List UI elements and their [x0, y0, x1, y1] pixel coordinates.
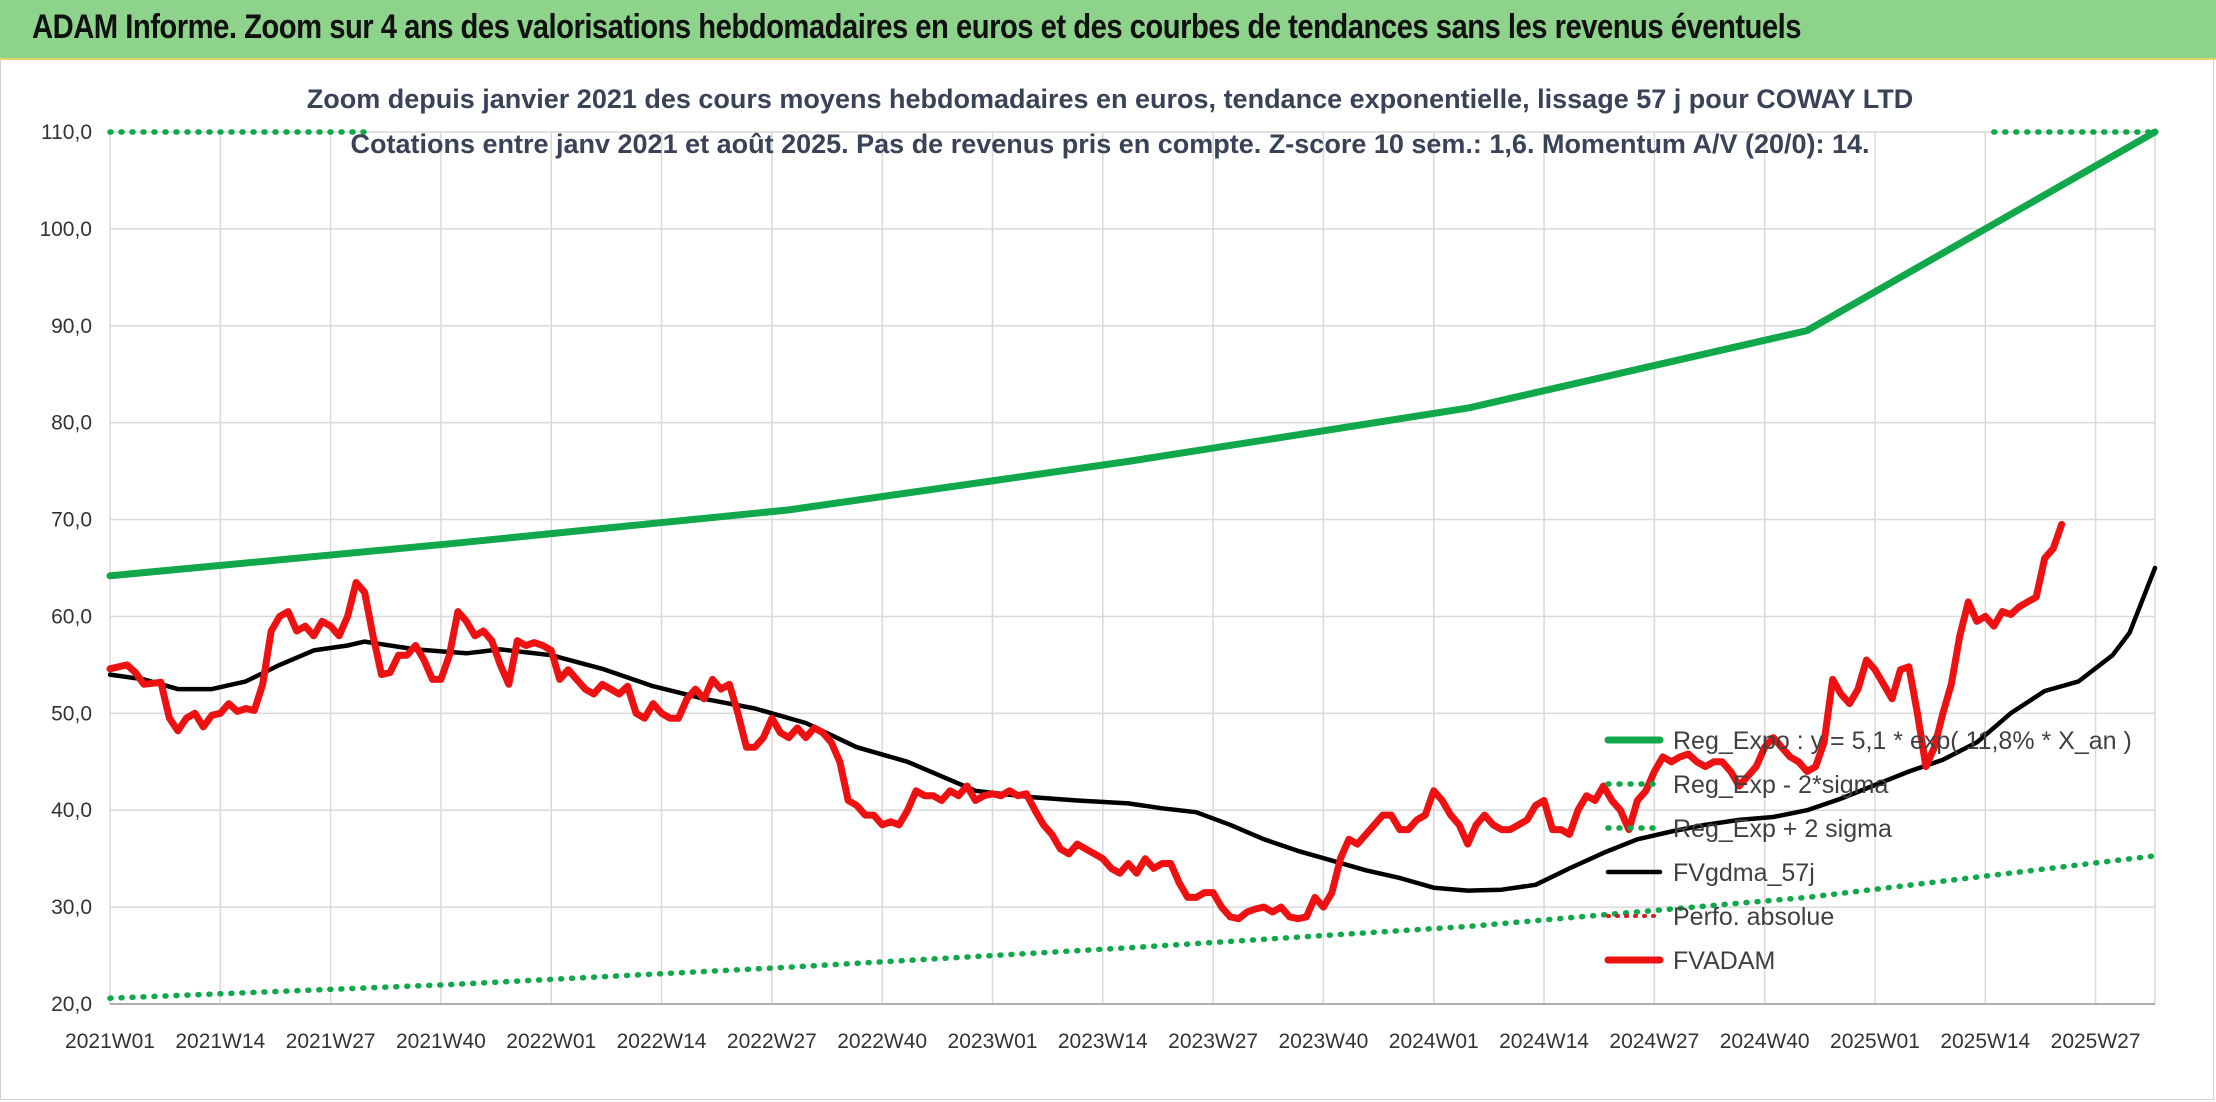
x-tick-label: 2021W27: [286, 1030, 376, 1053]
series-line-reg_expo: [106, 128, 2159, 580]
legend-label: Reg_Exp + 2 sigma: [1673, 815, 1892, 843]
page-title: ADAM Informe. Zoom sur 4 ans des valoris…: [32, 8, 1802, 46]
x-tick-label: 2025W27: [2051, 1030, 2141, 1053]
y-tick-label: 60,0: [51, 605, 92, 628]
series-line-lower: [107, 853, 2158, 1001]
y-tick-label: 20,0: [51, 993, 92, 1016]
y-tick-label: 50,0: [51, 702, 92, 725]
x-tick-label: 2023W01: [948, 1030, 1038, 1053]
y-tick-label: 70,0: [51, 509, 92, 532]
x-tick-label: 2024W40: [1720, 1030, 1810, 1053]
x-tick-label: 2021W40: [396, 1030, 486, 1053]
x-tick-label: 2024W27: [1609, 1030, 1699, 1053]
x-tick-label: 2022W01: [506, 1030, 596, 1053]
series-line-fvgdma: [107, 565, 2158, 893]
x-tick-label: 2025W01: [1830, 1030, 1920, 1053]
chart-grid: [109, 131, 2156, 1005]
chart-svg: 20,0 30,0 40,0 50,0 60,0 70,0 80,0 90,0 100,0 110…: [39, 84, 2159, 1053]
x-tick-label: 2024W14: [1499, 1030, 1589, 1053]
y-tick-label: 90,0: [51, 315, 92, 338]
legend-label: FVgdma_57j: [1673, 859, 1815, 887]
x-tick-label: 2022W14: [617, 1030, 707, 1053]
chart-legend: Reg_Expo : y = 5,1 * exp( 11,8% * X_an )…: [1604, 727, 2132, 975]
y-tick-label: 80,0: [51, 412, 92, 435]
x-tick-label: 2023W40: [1278, 1030, 1368, 1053]
chart-series: [106, 128, 2159, 1001]
x-tick-label: 2023W27: [1168, 1030, 1258, 1053]
x-tick-label: 2021W01: [65, 1030, 155, 1053]
chart-subtitle-line-2: Cotations entre janv 2021 et août 2025. …: [350, 129, 1869, 159]
y-tick-label: 100,0: [39, 218, 92, 241]
x-tick-label: 2024W01: [1389, 1030, 1479, 1053]
y-tick-label: 110,0: [41, 121, 92, 144]
legend-label: Perfo. absolue: [1673, 903, 1834, 931]
legend-label: Reg_Expo : y = 5,1 * exp( 11,8% * X_an ): [1673, 727, 2132, 755]
x-tick-label: 2021W14: [175, 1030, 265, 1053]
x-tick-label: 2023W14: [1058, 1030, 1148, 1053]
y-tick-label: 30,0: [51, 896, 92, 919]
y-tick-label: 40,0: [51, 799, 92, 822]
x-axis-labels: 2021W01 2021W14 2021W27 2021W40 2022W01 2022W…: [65, 1030, 2141, 1053]
series-line-fvadam: [106, 520, 2066, 923]
y-axis-labels: 20,0 30,0 40,0 50,0 60,0 70,0 80,0 90,0 100,0 110…: [39, 121, 92, 1016]
legend-label: Reg_Exp - 2*sigma: [1673, 771, 1888, 799]
x-tick-label: 2025W14: [1940, 1030, 2030, 1053]
x-tick-label: 2022W27: [727, 1030, 817, 1053]
legend-label: FVADAM: [1673, 947, 1775, 975]
x-tick-label: 2022W40: [837, 1030, 927, 1053]
title-banner: ADAM Informe. Zoom sur 4 ans des valoris…: [0, 0, 2216, 60]
chart-subtitle-line-1: Zoom depuis janvier 2021 des cours moyen…: [307, 84, 1914, 114]
